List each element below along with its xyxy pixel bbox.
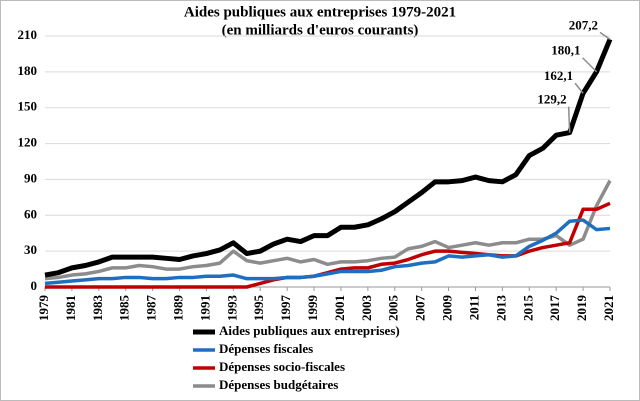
- y-tick-label: 60: [24, 206, 37, 221]
- annotation-leader: [582, 57, 598, 73]
- x-tick-label: 1989: [171, 295, 186, 322]
- x-tick-label: 2003: [359, 295, 374, 322]
- series-line: [44, 38, 613, 278]
- x-tick-label: 1997: [278, 295, 293, 322]
- x-tick-label: 1987: [144, 295, 159, 322]
- x-tick-label: 1995: [251, 295, 266, 322]
- x-tick-label: 2007: [413, 295, 428, 322]
- x-tick-label: 1991: [197, 295, 212, 321]
- x-tick-label: 1983: [90, 295, 105, 322]
- data-label: 162,1: [544, 68, 573, 83]
- x-tick-label: 2015: [520, 295, 535, 322]
- annotation-leader: [599, 31, 611, 40]
- x-tick-label: 2009: [440, 295, 455, 322]
- x-tick-label: 2001: [332, 295, 347, 321]
- legend-label: Dépenses fiscales: [219, 341, 313, 356]
- legend-label: Dépenses socio-fiscales: [219, 359, 345, 374]
- data-label: 180,1: [551, 43, 580, 58]
- data-label: 129,2: [537, 92, 566, 107]
- legend-label: Aides publiques aux entreprises): [219, 323, 400, 338]
- x-tick-label: 2019: [574, 295, 589, 322]
- y-tick-label: 210: [18, 27, 38, 42]
- chart-subtitle: (en milliards d'euros courants): [222, 22, 419, 38]
- series-line: [44, 179, 612, 281]
- x-tick-label: 2005: [386, 295, 401, 322]
- y-tick-label: 180: [18, 63, 38, 78]
- data-label: 207,2: [569, 17, 598, 32]
- x-tick-label: 1999: [305, 295, 320, 322]
- annotation-leader: [574, 82, 584, 94]
- x-tick-label: 1981: [63, 295, 78, 321]
- x-tick-label: 1979: [36, 295, 51, 322]
- legend-label: Dépenses budgétaires: [219, 377, 338, 392]
- series-line: [44, 218, 611, 286]
- annotation-leader: [567, 106, 571, 133]
- x-tick-label: 1985: [117, 295, 132, 322]
- y-tick-label: 0: [31, 278, 38, 293]
- x-tick-label: 1993: [224, 295, 239, 322]
- chart-title: Aides publiques aux entreprises 1979-202…: [184, 4, 456, 20]
- y-tick-label: 90: [24, 170, 37, 185]
- x-tick-label: 2011: [466, 295, 481, 320]
- x-tick-label: 2017: [547, 295, 562, 322]
- y-tick-label: 120: [18, 135, 38, 150]
- y-tick-label: 150: [18, 99, 38, 114]
- x-tick-label: 2013: [493, 295, 508, 322]
- y-tick-label: 30: [24, 242, 37, 257]
- x-tick-label: 2021: [601, 295, 616, 321]
